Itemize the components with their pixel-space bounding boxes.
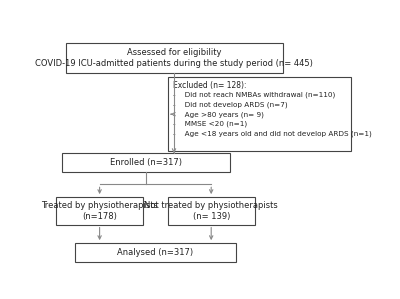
Text: Excluded (n= 128):: Excluded (n= 128): (173, 81, 247, 91)
Text: (n=178): (n=178) (82, 212, 117, 221)
Text: -    Did not reach NMBAs withdrawal (n=110): - Did not reach NMBAs withdrawal (n=110) (173, 92, 336, 98)
Text: Enrolled (n=317): Enrolled (n=317) (110, 158, 182, 167)
Text: Assessed for eligibility: Assessed for eligibility (127, 48, 221, 57)
Text: (n= 139): (n= 139) (192, 212, 230, 221)
Text: -    Did not develop ARDS (n=7): - Did not develop ARDS (n=7) (173, 101, 288, 108)
Text: -    MMSE <20 (n=1): - MMSE <20 (n=1) (173, 121, 248, 127)
FancyBboxPatch shape (168, 77, 351, 151)
Text: Analysed (n=317): Analysed (n=317) (117, 248, 194, 257)
FancyBboxPatch shape (168, 197, 255, 225)
Text: Not treated by physiotherapists: Not treated by physiotherapists (144, 202, 278, 210)
Text: COVID-19 ICU-admitted patients during the study period (n= 445): COVID-19 ICU-admitted patients during th… (35, 59, 313, 68)
FancyBboxPatch shape (62, 153, 230, 172)
FancyBboxPatch shape (56, 197, 143, 225)
Text: -    Age >80 years (n= 9): - Age >80 years (n= 9) (173, 111, 264, 118)
FancyBboxPatch shape (66, 43, 282, 73)
FancyBboxPatch shape (75, 243, 236, 262)
Text: Treated by physiotherapists: Treated by physiotherapists (41, 202, 158, 210)
Text: -    Age <18 years old and did not develop ARDS (n=1): - Age <18 years old and did not develop … (173, 130, 372, 137)
